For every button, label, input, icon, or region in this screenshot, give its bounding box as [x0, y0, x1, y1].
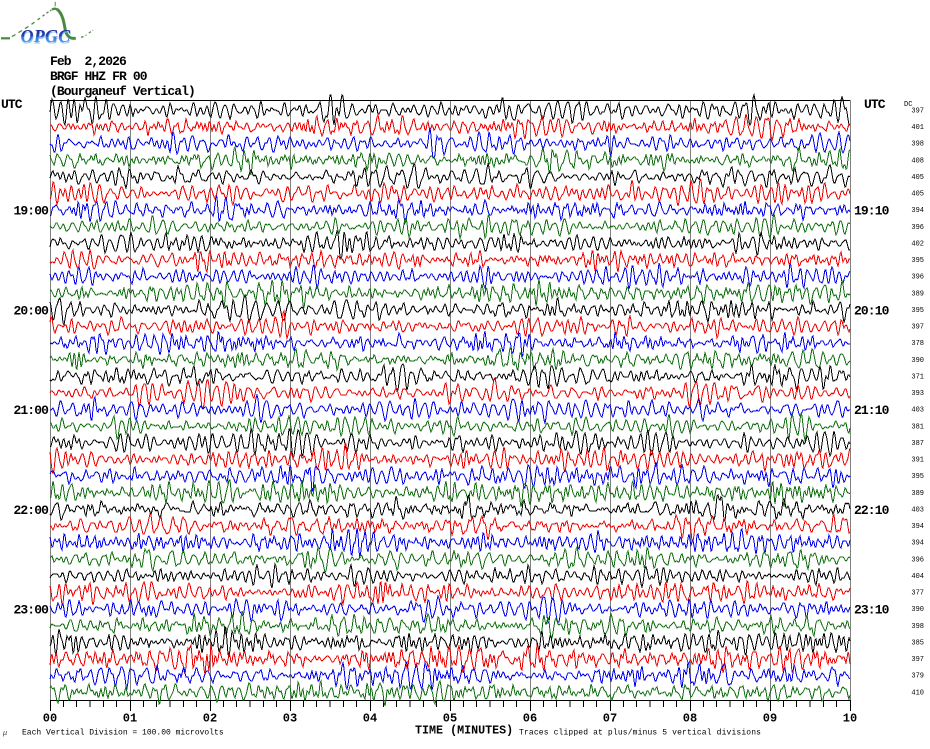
svg-text:21:10: 21:10 — [854, 403, 890, 418]
svg-text:01: 01 — [123, 712, 137, 726]
svg-text:397: 397 — [911, 656, 924, 664]
svg-text:389: 389 — [911, 290, 924, 298]
svg-text:22:10: 22:10 — [854, 503, 890, 518]
svg-text:Each Vertical Division = 100.: Each Vertical Division = 100.00 microvol… — [22, 729, 224, 738]
svg-text:389: 389 — [911, 490, 924, 498]
svg-text:(Bourganeuf Vertical): (Bourganeuf Vertical) — [50, 84, 195, 99]
svg-text:TIME (MINUTES): TIME (MINUTES) — [415, 724, 513, 738]
svg-text:06: 06 — [523, 712, 537, 726]
svg-text:19:00: 19:00 — [13, 204, 49, 219]
svg-text:396: 396 — [911, 556, 924, 564]
svg-text:22:00: 22:00 — [13, 503, 49, 518]
svg-text:μ: μ — [2, 730, 7, 738]
svg-text:OPGC: OPGC — [21, 28, 72, 48]
svg-text:396: 396 — [911, 224, 924, 232]
svg-text:405: 405 — [911, 174, 924, 182]
svg-text:Traces clipped at plus/minus 5: Traces clipped at plus/minus 5 vertical … — [519, 729, 761, 738]
svg-text:402: 402 — [911, 240, 924, 248]
svg-text:395: 395 — [911, 473, 924, 481]
svg-text:381: 381 — [911, 423, 924, 431]
svg-text:08: 08 — [683, 712, 697, 726]
svg-text:391: 391 — [911, 457, 924, 465]
svg-text:02: 02 — [203, 712, 217, 726]
svg-text:377: 377 — [911, 590, 924, 598]
svg-text:03: 03 — [283, 712, 297, 726]
svg-text:00: 00 — [43, 712, 57, 726]
svg-text:398: 398 — [911, 141, 924, 149]
svg-text:10: 10 — [843, 712, 857, 726]
svg-text:403: 403 — [911, 506, 924, 514]
svg-text:393: 393 — [911, 390, 924, 398]
svg-text:401: 401 — [911, 124, 924, 132]
svg-text:410: 410 — [911, 689, 924, 697]
svg-text:23:00: 23:00 — [13, 603, 49, 618]
svg-text:378: 378 — [911, 340, 924, 348]
svg-text:19:10: 19:10 — [854, 204, 890, 219]
svg-text:394: 394 — [911, 523, 924, 531]
svg-text:20:00: 20:00 — [13, 303, 49, 318]
svg-text:394: 394 — [911, 207, 924, 215]
svg-text:UTC: UTC — [864, 97, 886, 112]
svg-text:Feb 2,2026: Feb 2,2026 — [50, 54, 127, 69]
svg-text:385: 385 — [911, 640, 924, 648]
svg-text:404: 404 — [911, 573, 924, 581]
svg-text:20:10: 20:10 — [854, 303, 890, 318]
svg-text:398: 398 — [911, 623, 924, 631]
svg-text:BRGF HHZ FR 00: BRGF HHZ FR 00 — [50, 69, 148, 84]
svg-text:379: 379 — [911, 673, 924, 681]
svg-text:403: 403 — [911, 407, 924, 415]
svg-text:396: 396 — [911, 274, 924, 282]
svg-text:395: 395 — [911, 307, 924, 315]
svg-text:390: 390 — [911, 606, 924, 614]
svg-text:397: 397 — [911, 108, 924, 116]
svg-text:371: 371 — [911, 373, 924, 381]
svg-text:05: 05 — [443, 712, 457, 726]
svg-text:387: 387 — [911, 440, 924, 448]
svg-text:405: 405 — [911, 191, 924, 199]
svg-text:07: 07 — [603, 712, 617, 726]
svg-text:395: 395 — [911, 257, 924, 265]
svg-text:UTC: UTC — [1, 97, 23, 112]
svg-text:408: 408 — [911, 157, 924, 165]
svg-text:397: 397 — [911, 324, 924, 332]
svg-text:390: 390 — [911, 357, 924, 365]
svg-text:09: 09 — [763, 712, 777, 726]
svg-text:21:00: 21:00 — [13, 403, 49, 418]
svg-text:04: 04 — [363, 712, 377, 726]
svg-text:DC: DC — [904, 101, 912, 109]
svg-text:23:10: 23:10 — [854, 603, 890, 618]
svg-text:OPGC: OPGC — [21, 26, 72, 46]
svg-text:394: 394 — [911, 540, 924, 548]
